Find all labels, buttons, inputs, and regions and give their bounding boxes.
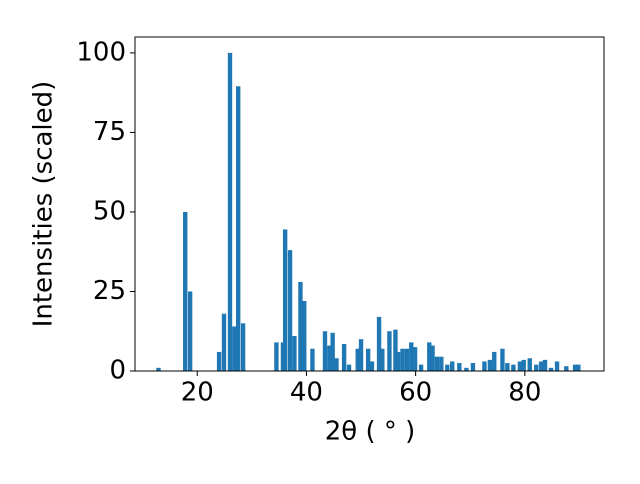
bar	[380, 348, 385, 371]
bar	[457, 363, 462, 371]
bar	[511, 364, 516, 371]
y-tick-label: 100	[76, 37, 126, 67]
bar	[450, 361, 455, 371]
bar	[376, 316, 382, 371]
bar	[369, 361, 375, 371]
y-axis-label: Intensities (scaled)	[29, 81, 59, 328]
bar	[418, 364, 424, 371]
bar	[221, 313, 227, 371]
x-tick-label: 20	[181, 378, 214, 408]
x-axis-label: 2θ ( ° )	[325, 417, 416, 447]
bar	[232, 326, 237, 371]
y-tick-label: 50	[93, 196, 126, 226]
bar	[330, 332, 335, 371]
bar	[216, 351, 222, 371]
bar	[500, 348, 505, 371]
bar	[393, 329, 398, 371]
bar	[505, 363, 510, 371]
bar	[542, 359, 548, 371]
bar	[564, 366, 569, 371]
x-tick-label: 40	[290, 378, 323, 408]
bar	[521, 359, 526, 371]
bar	[400, 348, 405, 371]
y-tick-label: 0	[109, 356, 126, 386]
bar	[572, 364, 578, 371]
bar	[409, 342, 414, 371]
bar	[346, 364, 352, 371]
bar	[240, 323, 246, 371]
bar	[412, 347, 418, 371]
bar	[395, 351, 401, 371]
bar	[430, 345, 435, 371]
bar	[322, 331, 328, 371]
bar	[355, 348, 360, 371]
bar	[227, 52, 233, 372]
bar	[341, 343, 347, 371]
bar	[358, 339, 364, 371]
bar	[527, 358, 532, 371]
bar	[183, 211, 188, 371]
bar	[427, 342, 432, 371]
bar	[434, 356, 440, 371]
x-tick-label: 60	[399, 378, 432, 408]
bar	[404, 348, 410, 371]
bar	[156, 367, 161, 371]
bar	[445, 364, 450, 371]
plot-frame	[134, 36, 605, 372]
bar	[365, 348, 371, 371]
bar	[310, 348, 315, 371]
bar	[487, 359, 493, 371]
bar	[464, 367, 469, 371]
bar	[292, 336, 297, 371]
bar	[539, 361, 544, 371]
bar	[282, 229, 288, 371]
bar	[187, 291, 193, 371]
bar	[482, 361, 487, 371]
bar	[576, 364, 581, 371]
bar	[517, 361, 523, 371]
y-tick-label: 75	[93, 117, 126, 147]
y-tick-label: 25	[93, 276, 126, 306]
bar	[492, 351, 497, 371]
x-tick-label: 80	[508, 378, 541, 408]
bar	[548, 367, 554, 371]
bar	[554, 361, 560, 371]
bar	[534, 364, 539, 371]
bar	[327, 345, 332, 371]
bar	[387, 331, 392, 371]
bar	[470, 363, 476, 371]
bar	[274, 342, 279, 371]
bar	[334, 358, 339, 371]
bar	[439, 356, 444, 371]
bar	[287, 250, 293, 371]
bar	[302, 301, 307, 371]
bar	[236, 86, 241, 372]
bar	[298, 281, 303, 371]
